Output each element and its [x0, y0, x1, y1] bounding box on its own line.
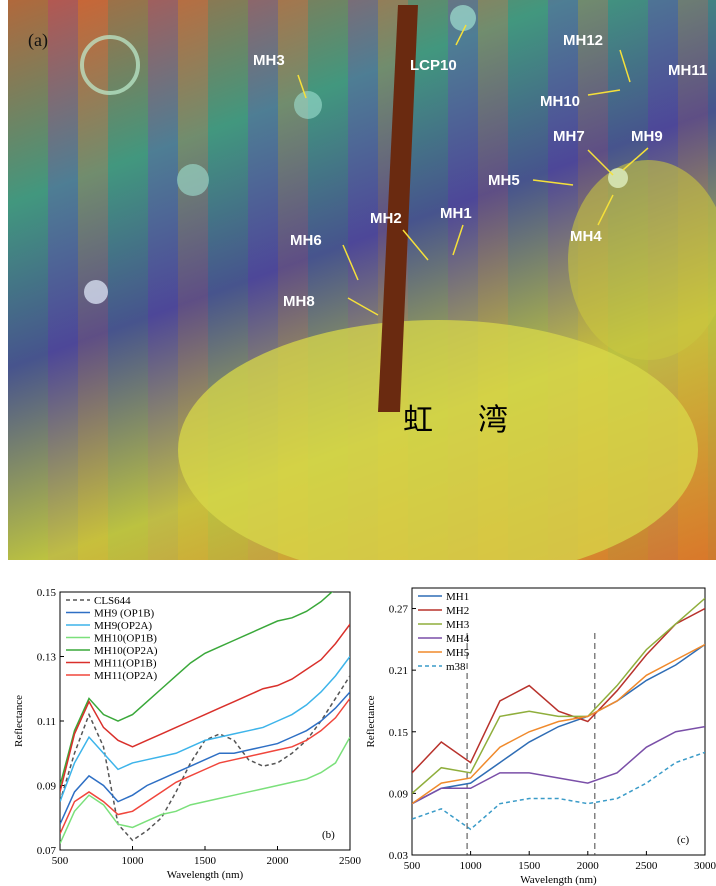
y-tick-label: 0.21: [389, 665, 408, 677]
legend-label: MH9(OP2A): [94, 620, 152, 632]
x-tick-label: 2000: [267, 855, 290, 867]
panel-label: (c): [677, 834, 690, 846]
y-tick-label: 0.15: [389, 727, 409, 739]
y-tick-label: 0.15: [37, 587, 57, 599]
panel-label: (b): [322, 829, 335, 841]
y-tick-label: 0.11: [37, 716, 56, 728]
x-axis-label: Wavelength (nm): [520, 874, 597, 886]
x-tick-label: 1500: [194, 855, 217, 867]
legend-label: MH10(OP1B): [94, 633, 157, 645]
y-axis-label: Reflectance: [365, 695, 377, 747]
legend-label: MH3: [446, 619, 470, 631]
legend-label: CLS644: [94, 595, 131, 607]
legend-label: MH1: [446, 591, 469, 603]
x-tick-label: 2000: [577, 860, 600, 872]
legend-label: MH11(OP2A): [94, 670, 157, 682]
page: (a)MH3LCP10MH12MH11MH10MH7MH9MH5MH2MH1MH…: [0, 0, 716, 886]
charts: 0.070.090.110.130.155001000150020002500W…: [0, 0, 716, 886]
data-line: [412, 727, 705, 804]
x-tick-label: 2500: [635, 860, 658, 872]
y-tick-label: 0.09: [37, 781, 57, 793]
y-axis-label: Reflectance: [13, 695, 25, 747]
legend-label: MH5: [446, 647, 470, 659]
x-tick-label: 3000: [694, 860, 716, 872]
x-axis-label: Wavelength (nm): [167, 869, 244, 881]
legend-label: MH10(OP2A): [94, 645, 158, 657]
y-tick-label: 0.13: [37, 652, 57, 664]
x-tick-label: 500: [404, 860, 421, 872]
legend-label: MH11(OP1B): [94, 658, 157, 670]
x-tick-label: 1000: [460, 860, 483, 872]
data-line: [60, 698, 350, 833]
x-tick-label: 500: [52, 855, 69, 867]
x-tick-label: 1500: [518, 860, 541, 872]
y-tick-label: 0.27: [389, 604, 409, 616]
x-tick-label: 2500: [339, 855, 362, 867]
data-line: [60, 676, 350, 840]
legend-label: MH4: [446, 633, 470, 645]
y-tick-label: 0.09: [389, 788, 409, 800]
legend-label: MH9 (OP1B): [94, 608, 155, 620]
x-tick-label: 1000: [122, 855, 145, 867]
legend-label: MH2: [446, 605, 469, 617]
data-line: [412, 752, 705, 829]
legend-label: m38: [446, 661, 466, 673]
